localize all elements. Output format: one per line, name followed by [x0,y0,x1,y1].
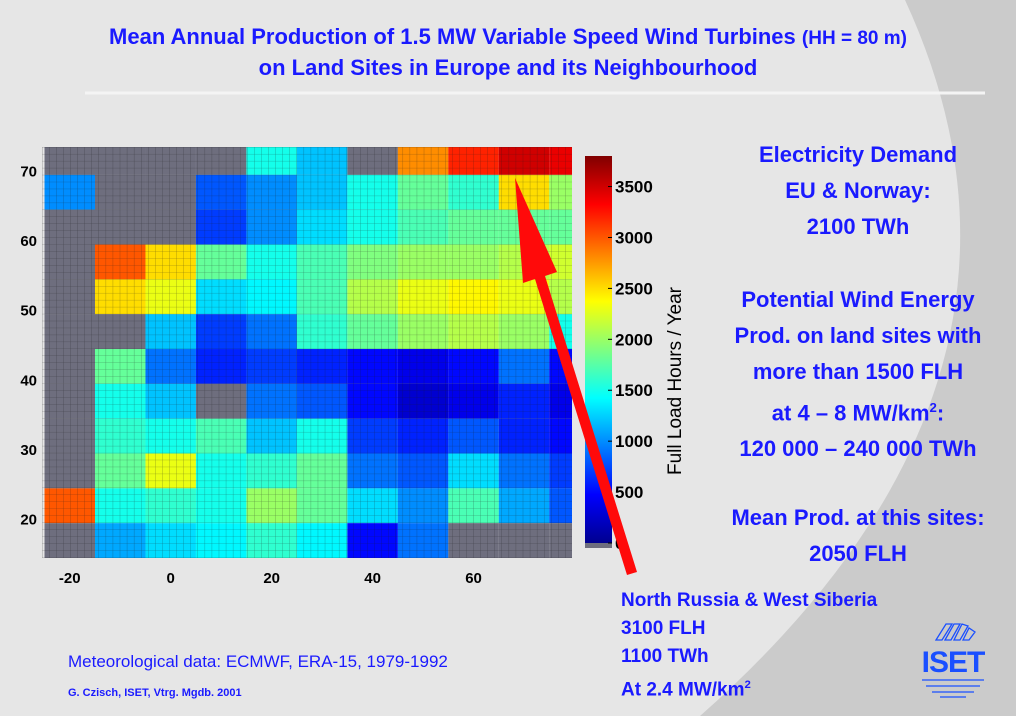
colorbar-tick-label: 1500 [615,381,653,400]
callout-text: North Russia & West Siberia 3100 FLH 1100 … [621,590,878,701]
y-tick-label: 60 [20,233,37,250]
slide-title-line1: Mean Annual Production of 1.5 MW Variabl… [109,24,907,49]
colorbar-tick-label: 2000 [615,330,653,349]
y-tick-label: 30 [20,442,37,459]
y-tick-label: 70 [20,163,37,180]
grid-overlay [42,147,572,558]
mean-prod-text: Mean Prod. at this sites: 2050 FLH [731,505,985,566]
x-tick-label: 0 [167,570,175,587]
svg-text:ISET: ISET [922,646,985,679]
demand-text: Electricity Demand EU & Norway: 2100 TWh [758,142,958,239]
colorbar-tick-label: 3000 [615,228,653,247]
colorbar-nodata [585,543,612,548]
colorbar-label: Full Load Hours / Year [665,286,686,475]
y-axis: 20 30 40 50 60 70 [20,163,37,528]
y-tick-label: 40 [20,372,37,389]
x-tick-label: 60 [465,570,482,587]
red-arrow [515,178,637,575]
potential-text: Potential Wind Energy Prod. on land sites… [734,287,982,462]
x-axis: -20 0 20 40 60 [59,570,482,587]
credit-note: G. Czisch, ISET, Vtrg. Mgdb. 2001 [68,687,242,699]
colorbar-tick-label: 500 [615,483,643,502]
source-note: Meteorological data: ECMWF, ERA-15, 1979… [68,652,448,671]
colorbar-tick-label: 2500 [615,279,653,298]
y-tick-label: 50 [20,303,37,320]
x-tick-label: 20 [263,570,280,587]
y-tick-label: 20 [20,512,37,529]
iset-logo: ISET [922,623,986,698]
colorbar-tick-label: 1000 [615,432,653,451]
x-tick-label: 40 [364,570,381,587]
colorbar-tick-label: 3500 [615,178,653,197]
x-tick-label: -20 [59,570,81,587]
slide-title-line2: on Land Sites in Europe and its Neighbou… [258,55,758,80]
